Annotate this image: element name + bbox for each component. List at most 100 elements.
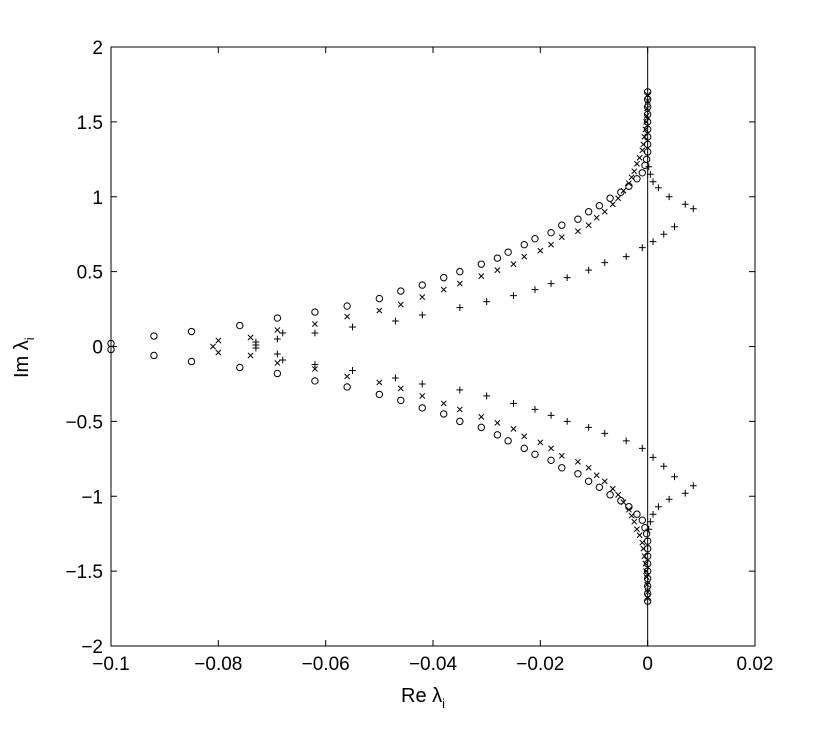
- marker-group: [107, 88, 697, 605]
- cross-marker: [376, 307, 383, 314]
- plus-marker: [273, 350, 281, 358]
- y-tick-label: −1.5: [65, 562, 103, 583]
- cross-marker: [601, 478, 608, 485]
- y-tick-label: −2: [81, 637, 103, 658]
- x-tick-label: −0.08: [194, 654, 242, 675]
- y-tick-label: 1.5: [77, 113, 103, 134]
- plus-marker: [252, 338, 260, 346]
- plus-marker: [510, 292, 517, 299]
- cross-marker: [625, 506, 632, 513]
- circle-marker: [456, 417, 464, 426]
- cross-marker: [247, 334, 254, 341]
- circle-marker: [504, 248, 512, 256]
- circle-marker: [643, 559, 652, 568]
- cross-marker: [620, 187, 627, 194]
- cross-marker: [643, 112, 650, 119]
- circle-marker: [236, 363, 244, 372]
- plus-marker: [665, 495, 673, 503]
- plus-marker: [681, 200, 689, 208]
- cross-marker: [615, 491, 622, 498]
- circle-marker: [606, 194, 614, 202]
- circle-marker: [456, 267, 464, 276]
- plus-marker: [689, 482, 697, 490]
- cross-marker: [643, 574, 650, 581]
- plus-marker: [601, 259, 609, 267]
- cross-marker: [548, 241, 555, 248]
- cross-marker: [644, 595, 651, 602]
- y-tick-label: 0: [92, 338, 103, 359]
- circle-marker: [638, 516, 646, 524]
- plus-marker: [311, 329, 319, 337]
- plus-marker: [655, 184, 662, 192]
- series-circle: [107, 88, 652, 605]
- cross-marker: [585, 222, 592, 229]
- plus-marker: [638, 244, 646, 252]
- cross-marker: [558, 452, 565, 459]
- circle-marker: [643, 95, 652, 104]
- circle-marker: [547, 456, 555, 465]
- circle-marker: [273, 369, 282, 378]
- plus-marker: [349, 323, 356, 331]
- cross-marker: [641, 133, 648, 140]
- cross-marker: [521, 433, 528, 440]
- plus-marker: [349, 367, 356, 374]
- plus-marker: [649, 178, 657, 186]
- y-tick-label: 2: [92, 38, 103, 59]
- cross-marker: [215, 349, 222, 356]
- circle-marker: [150, 351, 158, 360]
- x-tick-label: −0.02: [516, 654, 564, 675]
- cross-marker: [642, 560, 649, 567]
- circle-marker: [418, 404, 426, 412]
- cross-marker: [215, 337, 222, 344]
- circle-marker: [187, 327, 196, 336]
- cross-marker: [510, 261, 517, 268]
- y-tick-label: 0.5: [77, 263, 103, 284]
- plus-marker: [531, 286, 539, 293]
- cross-marker: [574, 458, 581, 465]
- circle-marker: [375, 390, 384, 399]
- circle-marker: [643, 567, 652, 575]
- plus-marker: [671, 473, 678, 481]
- circle-marker: [558, 221, 566, 229]
- plus-marker: [418, 380, 426, 388]
- cross-marker: [644, 589, 651, 596]
- cross-marker: [644, 91, 651, 98]
- circle-marker: [493, 431, 502, 439]
- circle-marker: [477, 423, 485, 432]
- circle-marker: [606, 491, 614, 499]
- circle-marker: [187, 357, 196, 366]
- cross-marker: [620, 499, 627, 506]
- circle-marker: [642, 529, 651, 538]
- cross-marker: [593, 214, 600, 221]
- circle-marker: [643, 544, 652, 553]
- cross-marker: [311, 321, 318, 327]
- cross-marker: [478, 413, 485, 420]
- cross-marker: [397, 301, 404, 308]
- cross-marker: [628, 174, 635, 181]
- plus-marker: [456, 386, 464, 394]
- plus-marker: [563, 417, 571, 425]
- plus-marker: [660, 230, 668, 238]
- cross-marker: [609, 201, 616, 208]
- y-tick-label: −1: [81, 487, 103, 508]
- cross-marker: [548, 445, 555, 452]
- cross-marker: [631, 168, 638, 175]
- plus-marker: [649, 510, 657, 518]
- cross-marker: [615, 195, 622, 202]
- circle-marker: [493, 254, 502, 262]
- cross-marker: [644, 581, 651, 588]
- plus-marker: [279, 356, 287, 364]
- circle-marker: [643, 582, 652, 590]
- plus-marker: [547, 280, 555, 288]
- x-tick-label: −0.06: [302, 654, 350, 675]
- circle-marker: [531, 234, 539, 243]
- cross-marker: [574, 228, 581, 235]
- plus-marker: [273, 335, 281, 343]
- cross-marker: [593, 472, 600, 479]
- circle-marker: [643, 125, 652, 134]
- cross-marker: [247, 352, 254, 359]
- cross-marker: [274, 327, 281, 333]
- x-tick-label: −0.04: [409, 654, 458, 675]
- circle-marker: [584, 208, 593, 216]
- cross-marker: [639, 147, 646, 154]
